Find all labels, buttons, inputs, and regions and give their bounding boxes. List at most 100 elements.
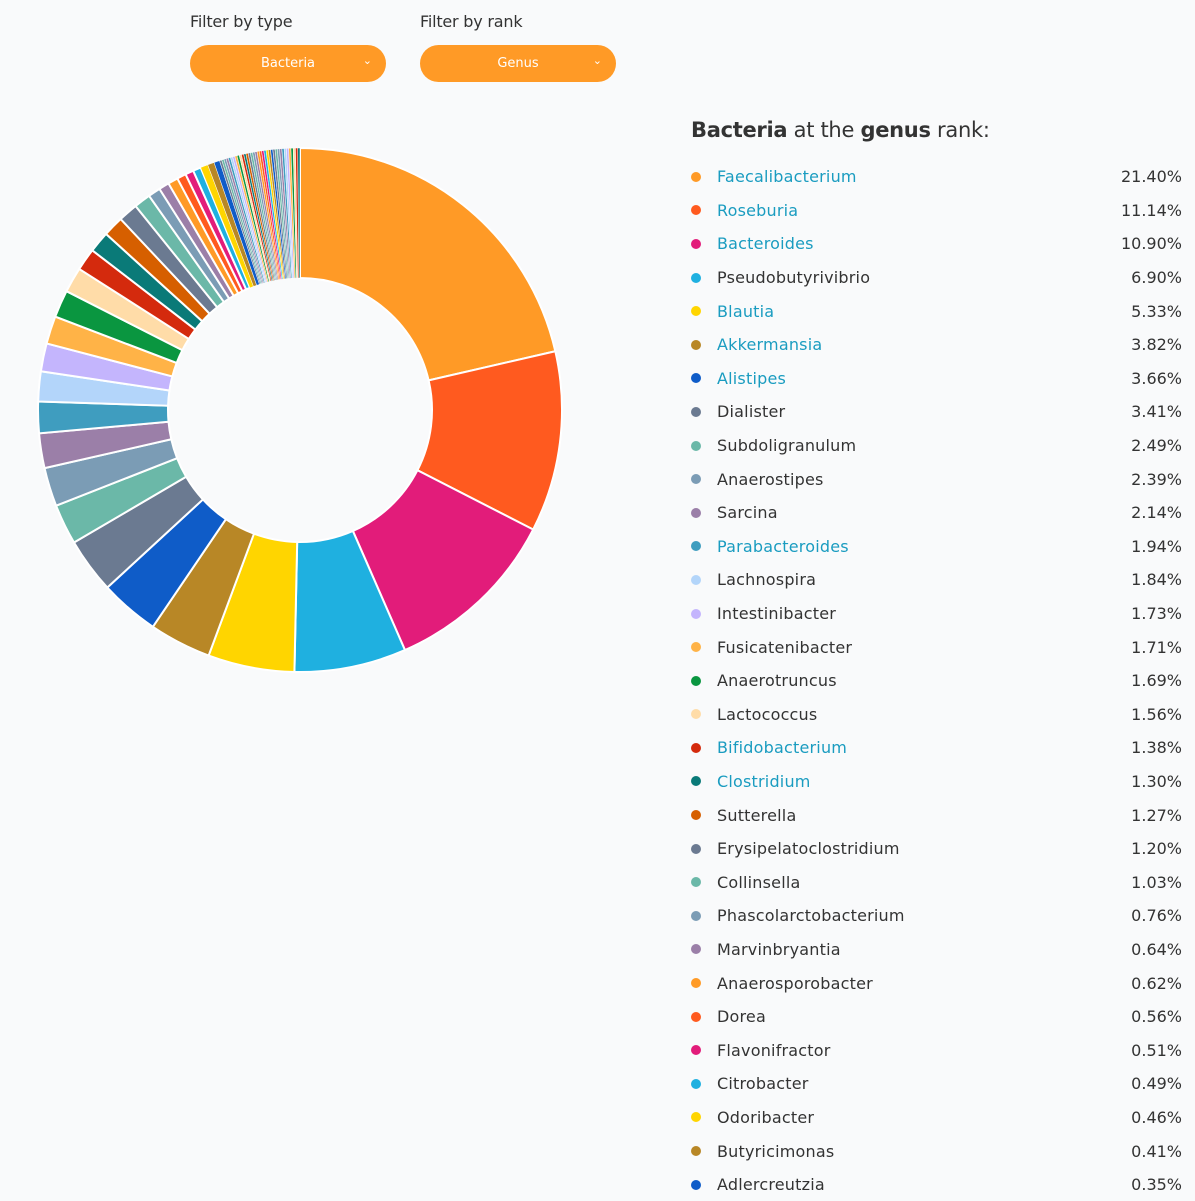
legend-item[interactable]: Clostridium 1.30% (690, 765, 1182, 799)
legend-item-percent: 0.46% (1131, 1107, 1182, 1127)
chevron-down-icon: ⌄ (592, 54, 602, 67)
legend-item[interactable]: Faecalibacterium 21.40% (690, 160, 1182, 194)
legend-item-name: Dorea (717, 1007, 766, 1027)
donut-chart (37, 146, 563, 673)
legend-item-link[interactable]: Bifidobacterium (717, 738, 848, 758)
legend-item: Sarcina 2.14% (690, 496, 1182, 530)
legend-item-percent: 0.49% (1131, 1074, 1182, 1094)
legend-color-dot (691, 1112, 701, 1123)
legend-item-percent: 6.90% (1131, 268, 1182, 288)
legend-color-dot (691, 877, 701, 888)
legend-item: Erysipelatoclostridium 1.20% (690, 832, 1182, 866)
legend-color-dot (691, 709, 701, 720)
legend-item-percent: 1.20% (1131, 839, 1182, 859)
legend-item-name: Pseudobutyrivibrio (717, 268, 871, 288)
heading-middle: at the (793, 118, 855, 142)
legend-item-name: Adlercreutzia (717, 1175, 825, 1195)
legend-item[interactable]: Roseburia 11.14% (690, 194, 1182, 228)
legend-color-dot (691, 944, 701, 955)
legend-color-dot (691, 440, 701, 451)
legend-item-percent: 1.84% (1131, 570, 1182, 590)
legend-item: Odoribacter 0.46% (690, 1101, 1182, 1135)
legend-item: Anaerotruncus 1.69% (690, 664, 1182, 698)
legend-item: Intestinibacter 1.73% (690, 597, 1182, 631)
legend-item-percent: 0.62% (1131, 973, 1182, 993)
legend-color-dot (691, 507, 701, 518)
legend-item-name: Odoribacter (717, 1107, 815, 1127)
legend-item-link[interactable]: Bacteroides (717, 234, 814, 254)
legend-item[interactable]: Bacteroides 10.90% (690, 227, 1182, 261)
legend-color-dot (691, 238, 701, 249)
legend-item: Dorea 0.56% (690, 1000, 1182, 1034)
legend-color-dot (691, 810, 701, 821)
legend-item: Pseudobutyrivibrio 6.90% (690, 261, 1182, 295)
legend-color-dot (691, 205, 701, 216)
legend-heading: Bacteria at the genus rank: (691, 118, 990, 142)
legend-item-link[interactable]: Akkermansia (717, 335, 823, 355)
legend-item-name: Lachnospira (717, 570, 817, 590)
legend-item: Adlercreutzia 0.35% (690, 1168, 1182, 1201)
legend-item-name: Marvinbryantia (717, 939, 841, 959)
legend-color-dot (691, 1011, 701, 1022)
legend-item-name: Fusicatenibacter (717, 637, 853, 657)
legend-color-dot (691, 1045, 701, 1056)
legend-item-percent: 5.33% (1131, 301, 1182, 321)
legend-item-link[interactable]: Alistipes (717, 368, 787, 388)
legend-item-link[interactable]: Roseburia (717, 200, 799, 220)
legend-item-percent: 1.69% (1131, 671, 1182, 691)
legend-item-percent: 1.30% (1131, 771, 1182, 791)
legend-item-percent: 0.35% (1131, 1175, 1182, 1195)
filter-type-label: Filter by type (190, 12, 293, 31)
donut-slice-minor[interactable] (297, 147, 301, 279)
legend-color-dot (691, 306, 701, 317)
legend-item-link[interactable]: Clostridium (717, 771, 811, 791)
legend-item: Fusicatenibacter 1.71% (690, 630, 1182, 664)
legend-item: Sutterella 1.27% (690, 798, 1182, 832)
legend-item[interactable]: Bifidobacterium 1.38% (690, 731, 1182, 765)
legend-item-name: Lactococcus (717, 704, 818, 724)
legend-item-name: Butyricimonas (717, 1141, 835, 1161)
legend-item-percent: 10.90% (1120, 234, 1182, 254)
rank-dropdown[interactable]: Genus ⌄ (420, 45, 616, 82)
legend-item-percent: 1.38% (1131, 738, 1182, 758)
legend-color-dot (691, 541, 701, 552)
heading-suffix: rank: (937, 118, 990, 142)
legend-item[interactable]: Parabacteroides 1.94% (690, 530, 1182, 564)
legend-item-name: Dialister (717, 402, 786, 422)
legend-item-percent: 11.14% (1120, 200, 1182, 220)
legend-item-link[interactable]: Parabacteroides (717, 536, 849, 556)
legend-color-dot (691, 642, 701, 653)
legend-item-name: Intestinibacter (717, 604, 837, 624)
legend-color-dot (691, 608, 701, 619)
legend-item[interactable]: Akkermansia 3.82% (690, 328, 1182, 362)
legend-color-dot (691, 1179, 701, 1190)
legend-item-percent: 0.64% (1131, 939, 1182, 959)
legend-item-percent: 1.03% (1131, 872, 1182, 892)
legend-color-dot (691, 843, 701, 854)
legend-item-percent: 0.56% (1131, 1007, 1182, 1027)
filter-type: Filter by type Bacteria ⌄ (190, 12, 386, 82)
legend-item-percent: 3.66% (1131, 368, 1182, 388)
legend-item: Subdoligranulum 2.49% (690, 429, 1182, 463)
legend-color-dot (691, 675, 701, 686)
legend-color-dot (691, 272, 701, 283)
type-dropdown[interactable]: Bacteria ⌄ (190, 45, 386, 82)
donut-slice[interactable] (299, 146, 557, 382)
legend-item-percent: 2.49% (1131, 436, 1182, 456)
legend-item-percent: 1.56% (1131, 704, 1182, 724)
legend-item-link[interactable]: Faecalibacterium (717, 167, 857, 187)
legend-item-name: Anaerosporobacter (717, 973, 873, 993)
legend-item[interactable]: Blautia 5.33% (690, 294, 1182, 328)
legend-color-dot (691, 978, 701, 989)
legend-item-name: Anaerotruncus (717, 671, 837, 691)
legend-item-name: Flavonifractor (717, 1040, 831, 1060)
legend-item-name: Erysipelatoclostridium (717, 839, 900, 859)
legend-item-link[interactable]: Blautia (717, 301, 775, 321)
legend-color-dot (691, 171, 701, 182)
filter-rank: Filter by rank Genus ⌄ (420, 12, 616, 82)
legend-item-name: Subdoligranulum (717, 436, 857, 456)
legend-item-percent: 1.73% (1131, 604, 1182, 624)
heading-type: Bacteria (691, 118, 788, 142)
legend-item: Collinsella 1.03% (690, 865, 1182, 899)
legend-item[interactable]: Alistipes 3.66% (690, 362, 1182, 396)
